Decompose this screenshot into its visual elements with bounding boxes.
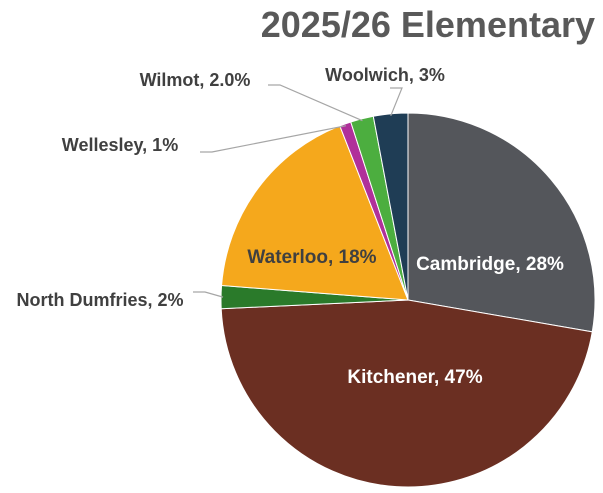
data-label: Wilmot, 2.0% [139,69,251,90]
leader-line [390,87,403,117]
data-label: Waterloo, 18% [247,247,377,269]
data-label: North Dumfries, 2% [16,289,184,310]
data-label: Woolwich, 3% [325,64,445,85]
data-label: Wellesley, 1% [61,134,179,155]
pie-slice [372,112,409,301]
pie-slice [220,299,593,488]
leader-line [193,291,224,298]
chart-title: 2025/26 Elementary [260,4,595,45]
data-label: Cambridge, 28% [416,254,564,276]
pie-slice [407,112,596,333]
data-label: Kitchener, 47% [347,367,483,389]
leader-line [268,84,363,122]
leader-line [200,125,347,153]
pie-slice [221,125,409,301]
